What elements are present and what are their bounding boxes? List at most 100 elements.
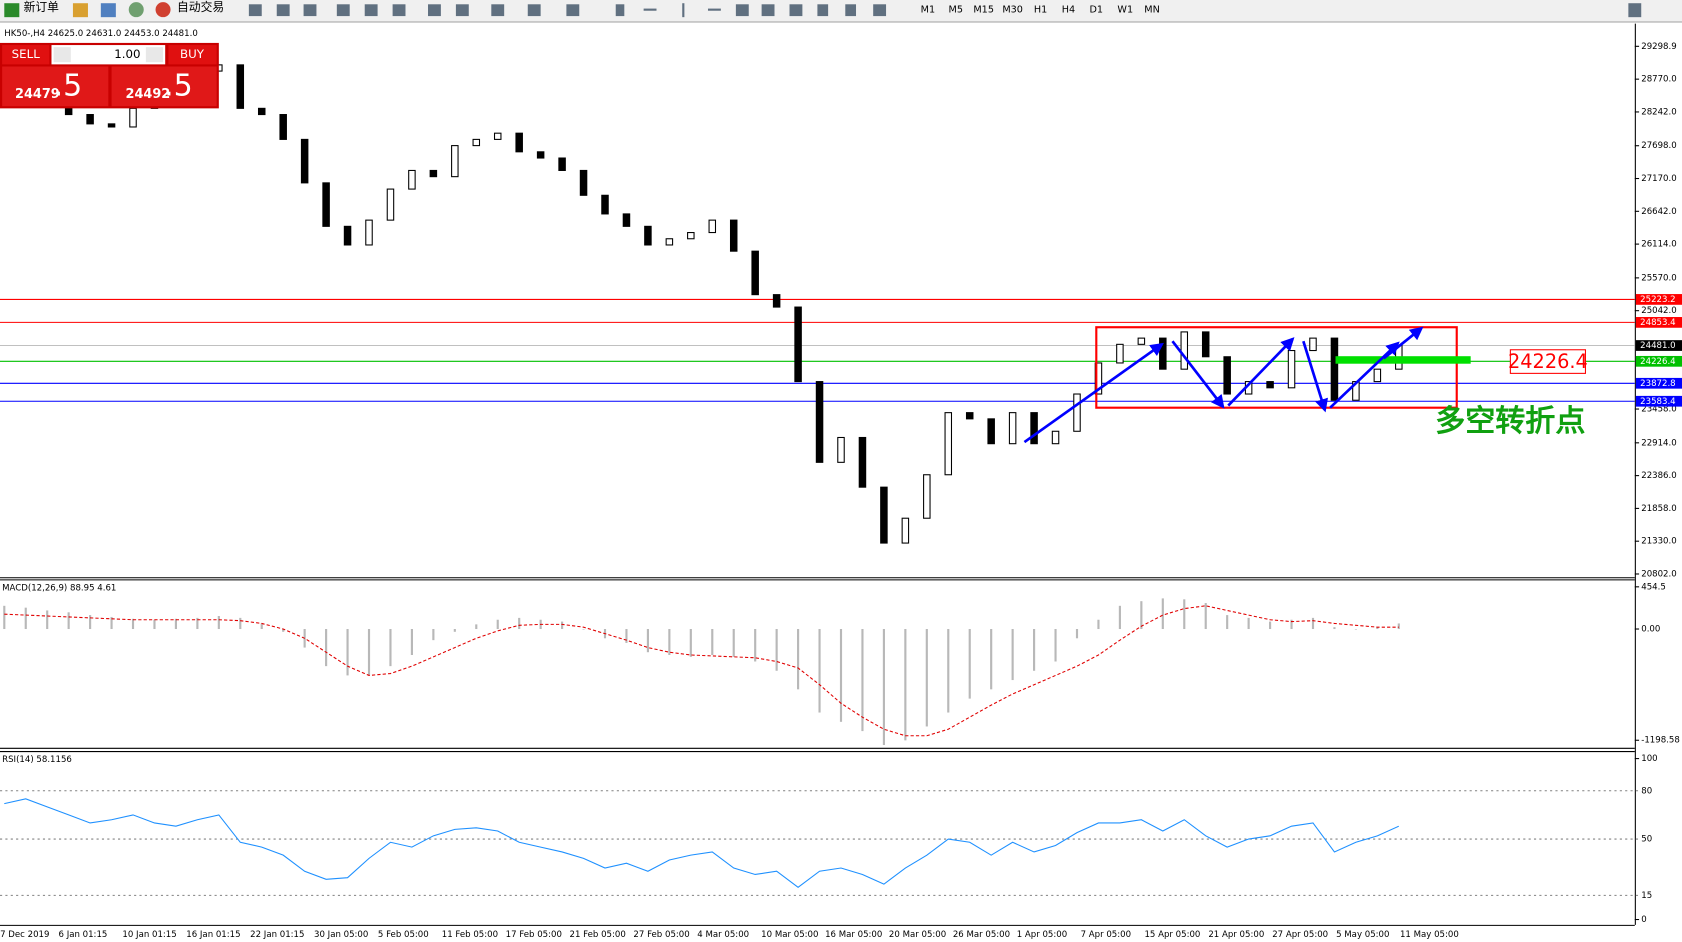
- macd-signal: [4, 605, 1399, 737]
- macd-bar: [1097, 619, 1100, 630]
- macd-bar: [453, 629, 456, 632]
- candle: [257, 107, 266, 116]
- candle: [86, 114, 94, 125]
- timeframe-button[interactable]: M5: [949, 5, 963, 16]
- toolbar-icons[interactable]: [248, 3, 1642, 18]
- toolbar-icon[interactable]: [100, 3, 116, 18]
- macd-bar: [711, 629, 714, 655]
- macd-bar: [24, 607, 27, 630]
- time-label: 16 Mar 05:00: [825, 930, 882, 940]
- macd-bar: [110, 616, 113, 630]
- macd-bar: [818, 629, 821, 713]
- pivot-marker: [1335, 356, 1471, 364]
- ask-box[interactable]: [111, 66, 217, 107]
- lot-up[interactable]: [145, 47, 164, 63]
- bid-price[interactable]: 24479: [15, 87, 60, 102]
- lot-value[interactable]: 1.00: [114, 47, 140, 61]
- range-box: [1095, 326, 1458, 409]
- rsi-tick-label: 100: [1641, 754, 1657, 764]
- macd-bar: [1118, 605, 1121, 630]
- candle: [1373, 368, 1382, 383]
- macd-bar: [646, 629, 649, 653]
- candle: [1287, 350, 1296, 389]
- macd-bar: [1075, 629, 1079, 639]
- macd-bar: [1311, 617, 1315, 630]
- toolbar-icon[interactable]: [72, 3, 88, 18]
- candle: [987, 418, 995, 445]
- candle: [794, 306, 802, 383]
- macd-bar: [1054, 629, 1057, 662]
- candle: [107, 123, 116, 128]
- price-tick-label: 23458.0: [1641, 405, 1676, 415]
- lot-down[interactable]: [53, 47, 71, 63]
- timeframe-button[interactable]: M15: [973, 5, 994, 16]
- candle: [1073, 393, 1081, 432]
- time-label: 5 May 05:00: [1336, 930, 1389, 940]
- timeframe-button[interactable]: M30: [1002, 5, 1023, 16]
- timeframe-button[interactable]: MN: [1144, 5, 1160, 16]
- price-tick-label: 25570.0: [1641, 273, 1676, 283]
- price-level-box: [1635, 294, 1682, 305]
- timeframe-button[interactable]: H4: [1062, 5, 1075, 16]
- level-callout: 24226.4: [1508, 350, 1588, 373]
- price-tick-label: 20802.0: [1641, 569, 1676, 579]
- macd-bar: [689, 629, 692, 657]
- macd-bar: [1204, 603, 1207, 630]
- macd-bar: [239, 617, 242, 630]
- price-level-box: [1635, 317, 1682, 328]
- sell-button[interactable]: [2, 45, 50, 65]
- candle: [429, 169, 438, 178]
- sell-label[interactable]: SELL: [12, 47, 41, 61]
- macd-bar: [797, 629, 800, 690]
- macd-bar: [947, 629, 950, 713]
- bid-box[interactable]: [2, 66, 109, 107]
- rsi-tick-label: 50: [1641, 835, 1652, 845]
- buy-label[interactable]: BUY: [180, 47, 205, 61]
- price-level-box: [1635, 340, 1682, 351]
- macd-bar: [582, 629, 585, 630]
- timeframe-button[interactable]: H1: [1034, 5, 1047, 16]
- auto-trading-icon[interactable]: [155, 2, 171, 18]
- candle: [1266, 381, 1274, 389]
- candle: [644, 225, 652, 246]
- timeframe-button[interactable]: W1: [1117, 5, 1133, 16]
- new-order-button[interactable]: 新订单: [24, 0, 60, 14]
- candle: [1008, 412, 1017, 445]
- rsi-tick-label: 15: [1641, 891, 1652, 901]
- candle: [1116, 343, 1124, 364]
- new-order-icon[interactable]: [4, 3, 20, 18]
- symbol-header: HK50-,H4 24625.0 24631.0 24453.0 24481.0: [4, 29, 198, 39]
- candle: [665, 238, 674, 246]
- macd-bar: [1226, 615, 1229, 630]
- toolbar-icon[interactable]: [128, 2, 144, 18]
- rsi-tick-label: 80: [1641, 786, 1652, 796]
- time-label: 17 Feb 05:00: [506, 930, 562, 940]
- lot-field[interactable]: [51, 45, 166, 65]
- macd-bar: [1183, 599, 1186, 630]
- macd-bar: [1354, 629, 1357, 630]
- buy-button[interactable]: [168, 45, 217, 65]
- macd-bar: [1290, 619, 1293, 630]
- timeframe-button[interactable]: D1: [1090, 5, 1104, 16]
- candle: [493, 132, 502, 140]
- macd-bar: [668, 629, 671, 655]
- bid-pips[interactable]: .5: [54, 68, 83, 103]
- time-label: 11 Feb 05:00: [442, 930, 498, 940]
- price-level-box: [1635, 377, 1682, 389]
- candle: [1137, 337, 1146, 345]
- ask-price[interactable]: 24492: [126, 87, 171, 102]
- price-tick-label: 25042.0: [1641, 306, 1676, 316]
- macd-bar: [1161, 598, 1164, 630]
- auto-trading-button[interactable]: 自动交易: [177, 0, 224, 14]
- time-label: 27 Apr 05:00: [1272, 930, 1328, 940]
- candle: [837, 436, 845, 463]
- macd-bar: [131, 618, 135, 630]
- ask-pips[interactable]: .5: [164, 68, 193, 103]
- timeframe-button[interactable]: M1: [921, 5, 935, 16]
- macd-bar: [260, 623, 263, 630]
- time-label: 30 Jan 05:00: [314, 930, 368, 940]
- macd-bar: [754, 629, 757, 662]
- macd-bar: [1397, 623, 1400, 630]
- price-level-box: [1635, 355, 1682, 367]
- macd-bar: [882, 629, 885, 746]
